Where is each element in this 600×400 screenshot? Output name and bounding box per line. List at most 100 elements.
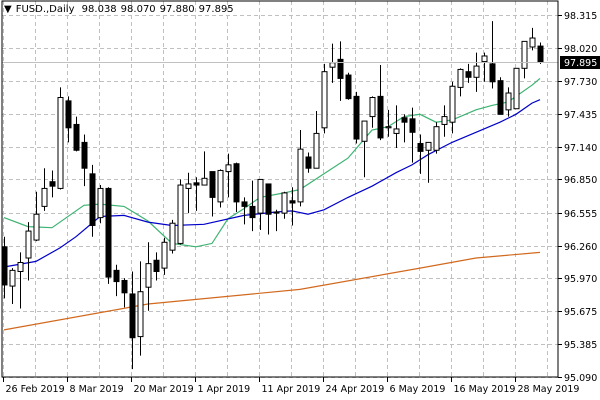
- x-tick-label: 24 Apr 2019: [326, 384, 385, 395]
- candle-body-bearish: [465, 71, 472, 78]
- candle-body-bearish: [193, 182, 200, 186]
- triangle-down-icon[interactable]: ▼: [4, 4, 12, 15]
- candle-body-bullish: [369, 97, 376, 118]
- high-value: 98.070: [120, 4, 156, 15]
- candle: [129, 271, 136, 370]
- candle: [377, 64, 384, 141]
- candle: [505, 87, 512, 117]
- open-value: 98.038: [81, 4, 117, 15]
- candle: [249, 180, 256, 232]
- candle: [145, 242, 152, 311]
- current-price-text: 97.895: [564, 58, 597, 69]
- candle: [265, 183, 272, 235]
- candle-body-bullish: [297, 148, 304, 203]
- candle: [193, 177, 200, 211]
- candle-body-bearish: [537, 45, 544, 63]
- candle-body-bearish: [345, 74, 352, 100]
- low-value: 97.880: [159, 4, 195, 15]
- candle-body-bearish: [73, 123, 80, 151]
- plot-border: [1, 0, 559, 378]
- candle: [225, 153, 232, 198]
- candle-body-bullish: [313, 132, 320, 169]
- candle: [289, 187, 296, 226]
- candle: [369, 96, 376, 128]
- candle-body-bearish: [65, 100, 72, 129]
- y-tick-label: 96.850: [564, 175, 597, 186]
- moving-averages: [3, 77, 541, 331]
- candle: [33, 191, 40, 242]
- close-value: 97.895: [198, 4, 234, 15]
- candle: [57, 87, 64, 190]
- candle: [89, 164, 96, 237]
- x-tick-label: 20 Mar 2019: [134, 384, 194, 395]
- candle: [321, 63, 328, 134]
- candle-body-bearish: [289, 200, 296, 204]
- candle-body-bearish: [1, 246, 8, 286]
- current-price-label: 97.895: [560, 56, 600, 69]
- x-tick-label: 8 Mar 2019: [70, 384, 124, 395]
- candle-body-bullish: [97, 187, 104, 219]
- candle: [41, 168, 48, 211]
- candle-body-bullish: [481, 55, 488, 63]
- candle-body-bullish: [393, 128, 400, 134]
- y-tick-label: 97.730: [564, 77, 597, 88]
- candle: [417, 134, 424, 174]
- candle: [113, 264, 120, 297]
- candle: [409, 107, 416, 163]
- candle-body-bullish: [257, 178, 264, 214]
- candle-body-bullish: [169, 222, 176, 251]
- candle: [257, 178, 264, 230]
- candle-body-bullish: [321, 71, 328, 129]
- candle-body-bearish: [353, 95, 360, 140]
- y-tick-label: 97.140: [564, 143, 597, 154]
- y-tick-label: 95.090: [564, 373, 597, 384]
- candle-body-bearish: [417, 143, 424, 152]
- candle: [105, 187, 112, 284]
- x-tick-label: 26 Feb 2019: [6, 384, 65, 395]
- candle-body-bullish: [161, 241, 168, 269]
- candle: [241, 197, 248, 225]
- candle: [441, 105, 448, 137]
- candle-body-bullish: [9, 269, 16, 287]
- symbol-label: FUSD.,Daily: [15, 4, 75, 15]
- candle: [457, 68, 464, 97]
- candle-body-bullish: [505, 92, 512, 111]
- candle: [345, 72, 352, 100]
- candle: [497, 77, 504, 115]
- candle-body-bearish: [409, 118, 416, 133]
- candle-body-bearish: [249, 205, 256, 219]
- candle-body-bullish: [361, 120, 368, 142]
- candle: [361, 120, 368, 178]
- candle-body-bullish: [57, 97, 64, 189]
- x-tick-label: 6 May 2019: [390, 384, 446, 395]
- candle: [385, 109, 392, 137]
- candle: [281, 191, 288, 219]
- y-tick-label: 96.260: [564, 242, 597, 253]
- candle: [97, 185, 104, 224]
- time-axis: 26 Feb 2019 8 Mar 2019 20 Mar 2019 1 Apr 20…: [3, 377, 579, 395]
- x-tick-label: 11 Apr 2019: [262, 384, 321, 395]
- candle-body-bearish: [241, 201, 248, 207]
- candle: [473, 52, 480, 92]
- candle: [185, 172, 192, 214]
- candle-body-bullish: [145, 263, 152, 288]
- candle-body-bullish: [137, 291, 144, 338]
- candle-body-bearish: [105, 187, 112, 278]
- y-tick-label: 98.315: [564, 11, 597, 22]
- candle: [521, 40, 528, 79]
- candle: [337, 41, 344, 101]
- candle-body-bearish: [153, 259, 160, 272]
- candle-body-bearish: [377, 95, 384, 139]
- candle: [1, 236, 8, 299]
- candle-body-bullish: [177, 184, 184, 244]
- y-tick-label: 97.435: [564, 110, 597, 121]
- candle: [513, 67, 520, 110]
- candle-body-bullish: [529, 37, 536, 48]
- candle-body-bearish: [113, 269, 120, 283]
- candle-body-bullish: [385, 126, 392, 129]
- candle: [489, 21, 496, 89]
- y-tick-label: 95.385: [564, 340, 597, 351]
- candle-body-bullish: [217, 169, 224, 203]
- candle-body-bearish: [81, 141, 88, 169]
